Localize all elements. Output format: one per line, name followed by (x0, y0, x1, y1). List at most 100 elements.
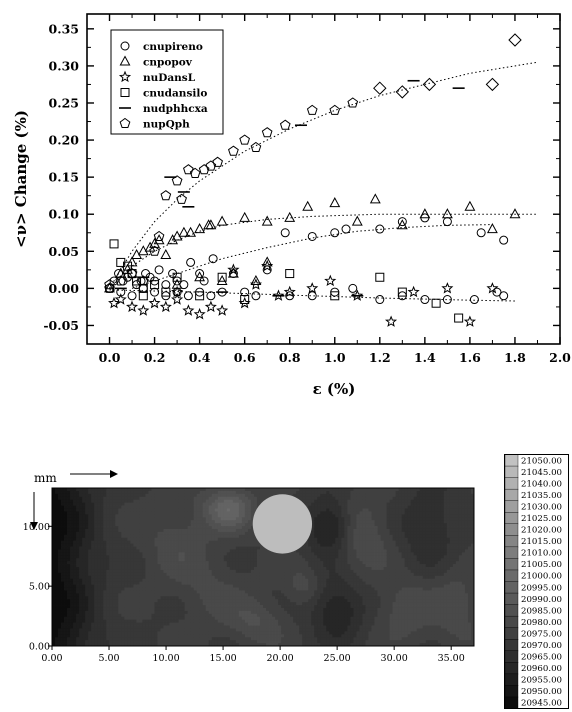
heatmap-cell (232, 561, 237, 565)
heatmap-cell (172, 575, 176, 580)
heatmap-cell (73, 558, 77, 562)
heatmap-cell (272, 613, 276, 618)
heatmap-cell (178, 587, 183, 591)
heatmap-cell (278, 643, 282, 647)
heatmap-cell (196, 587, 201, 591)
heatmap-cell (52, 613, 56, 618)
x-tick-label: 0.0 (99, 350, 121, 365)
heatmap-cell (196, 619, 201, 623)
heatmap-cell (247, 505, 252, 509)
heatmap-cell (205, 558, 210, 562)
heatmap-cell (190, 531, 195, 536)
heatmap-cell (160, 619, 164, 623)
heatmap-cell (256, 572, 261, 577)
heatmap-cell (187, 625, 192, 629)
heatmap-cell (172, 572, 176, 577)
heatmap-cell (196, 625, 201, 629)
heatmap-cell (154, 564, 158, 568)
heatmap-cell (296, 640, 300, 644)
heatmap-cell (94, 502, 98, 506)
heatmap-cell (100, 569, 104, 574)
heatmap-cell (166, 596, 170, 600)
heatmap-cell (235, 502, 240, 506)
heatmap-cell (220, 643, 225, 647)
heatmap-cell (148, 561, 152, 565)
heatmap-cell (103, 523, 107, 527)
heatmap-cell (154, 511, 158, 515)
heatmap-cell (208, 567, 213, 571)
heatmap-cell (67, 496, 71, 501)
heatmap-cell (308, 596, 312, 600)
x-tick-label: 0.4 (189, 350, 211, 365)
heatmap-cell (76, 572, 80, 577)
heatmap-cell (296, 602, 300, 606)
heatmap-cell (229, 546, 234, 550)
heatmap-cell (157, 517, 161, 521)
heatmap-cell (70, 637, 74, 641)
heatmap-cell (181, 619, 186, 623)
heatmap-cell (259, 593, 264, 597)
data-point (375, 295, 385, 305)
heatmap-cell (220, 558, 225, 562)
heatmap-cell (211, 540, 216, 544)
data-point (137, 304, 150, 316)
heatmap-cell (244, 552, 249, 556)
heatmap-cell (229, 596, 234, 600)
heatmap-cell (73, 625, 77, 629)
heatmap-cell (115, 531, 119, 536)
heatmap-cell (193, 505, 198, 509)
heatmap-cell (272, 488, 276, 492)
heatmap-cell (193, 493, 198, 498)
heatmap-cell (172, 546, 176, 550)
heatmap-cell (166, 534, 170, 539)
heatmap-cell (281, 490, 285, 495)
heatmap-cell (154, 534, 158, 539)
heatmap-cell (127, 502, 131, 506)
heatmap-cell (256, 502, 261, 506)
heatmap-cell (214, 552, 219, 556)
heatmap-cell (293, 584, 297, 588)
heatmap-cell (148, 496, 152, 501)
heatmap-cell (76, 567, 80, 571)
heatmap-cell (151, 490, 155, 495)
heatmap-cell (169, 569, 173, 574)
heatmap-cell (187, 537, 192, 542)
heatmap-cell (241, 558, 246, 562)
heatmap-cell (217, 508, 222, 512)
heatmap-cell (136, 523, 140, 527)
heatmap-cell (142, 488, 146, 492)
heatmap-cell (91, 590, 95, 594)
heatmap-cell (148, 593, 152, 597)
data-points (104, 33, 522, 327)
heatmap-cell (287, 616, 291, 621)
heatmap-cell (172, 596, 176, 600)
heatmap-cell (293, 613, 297, 618)
heatmap-cell (253, 578, 258, 583)
heatmap-cell (136, 537, 140, 542)
heatmap-cell (247, 581, 252, 585)
heatmap-cell (256, 593, 261, 597)
heatmap-cell (256, 549, 261, 553)
heatmap-cell (121, 505, 125, 509)
heatmap-cell (106, 508, 110, 512)
heatmap-cell (241, 587, 246, 591)
heatmap-cell (94, 505, 98, 509)
heatmap-cell (94, 552, 98, 556)
heatmap-cell (169, 622, 173, 626)
heatmap-cell (278, 578, 282, 583)
heatmap-cell (82, 499, 86, 504)
heatmap-cell (157, 511, 161, 515)
heatmap-cell (139, 569, 143, 574)
heatmap-cell (269, 625, 273, 629)
heatmap-cell (118, 564, 122, 568)
heatmap-cell (52, 488, 56, 492)
heatmap-cell (253, 622, 258, 626)
heatmap-cell (253, 643, 258, 647)
heatmap-cell (157, 602, 161, 606)
heatmap-cell (70, 619, 74, 623)
heatmap-cell (85, 643, 89, 647)
heatmap-cell (88, 575, 92, 580)
heatmap-cell (308, 569, 312, 574)
heatmap-cell (223, 643, 228, 647)
heatmap-cell (100, 575, 104, 580)
